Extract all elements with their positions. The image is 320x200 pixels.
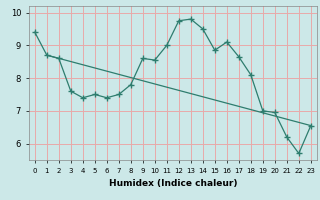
X-axis label: Humidex (Indice chaleur): Humidex (Indice chaleur) — [108, 179, 237, 188]
